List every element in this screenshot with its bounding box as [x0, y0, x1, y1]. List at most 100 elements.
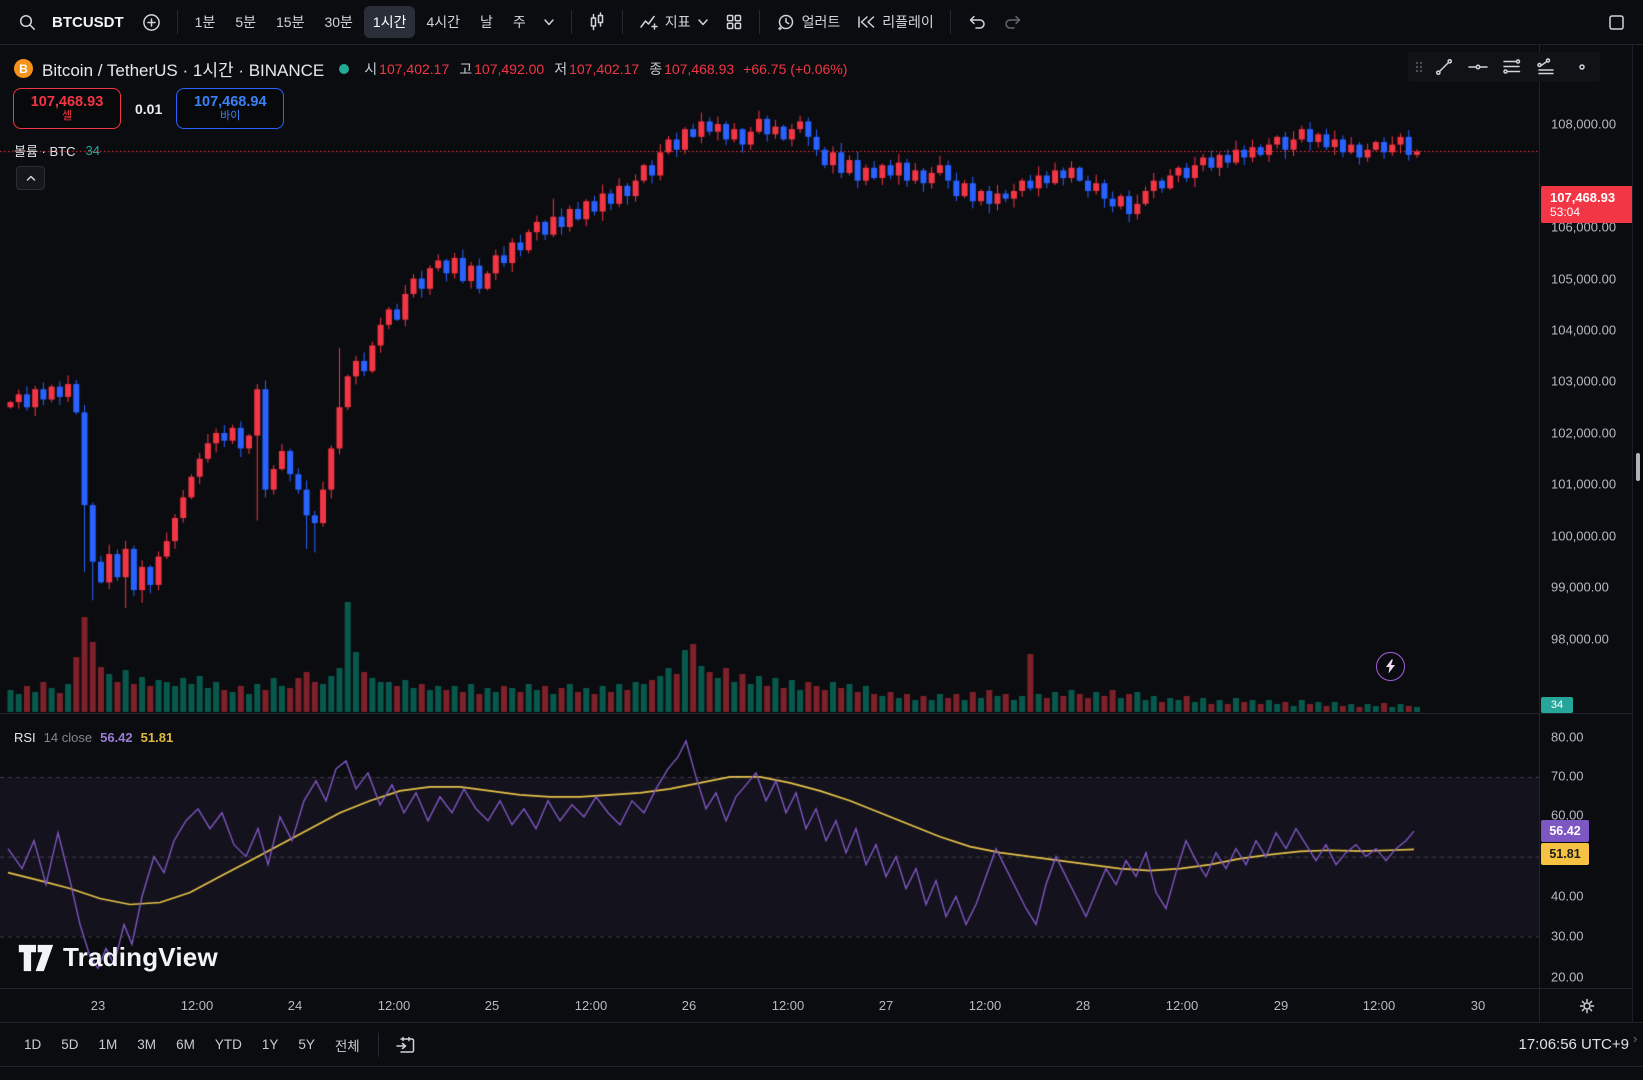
buy-button[interactable]: 107,468.94 바이 — [176, 88, 285, 129]
volume-label: 볼륨 · BTC — [14, 144, 76, 159]
compare-add-button[interactable] — [134, 8, 169, 37]
replay-icon — [858, 16, 875, 28]
rsi-axis-label: 20.00 — [1551, 969, 1584, 985]
rsi-legend[interactable]: RSI 14 close 56.42 51.81 — [14, 730, 173, 745]
timeframe-button[interactable]: 15분 — [276, 14, 305, 30]
right-scroll-strip[interactable] — [1632, 44, 1643, 1022]
toolbar-separator — [570, 10, 572, 34]
buy-label: 바이 — [220, 109, 241, 122]
chevron-up-icon — [26, 175, 35, 181]
volume-value: 34 — [85, 143, 100, 158]
redo-icon — [1004, 15, 1020, 29]
timeframe-button[interactable]: 4시간 — [426, 14, 461, 30]
price-axis-label: 104,000.00 — [1551, 322, 1617, 338]
ohlc-values: 시 107,402.17 고 107,492.00 저 107,402.17 종 107,46… — [364, 59, 734, 79]
volume-axis-label: 34 — [1541, 697, 1573, 713]
pane-divider[interactable] — [0, 713, 1632, 714]
symbol-title[interactable]: Bitcoin / TetherUS · 1시간 · BINANCE — [42, 61, 325, 80]
ohlc-key: 저 — [554, 60, 568, 77]
toolbar-separator — [176, 10, 178, 34]
rsi-value: 56.42 — [100, 730, 133, 745]
ohlc-value: 107,492.00 — [474, 60, 545, 77]
timeframe-button[interactable]: 5분 — [235, 14, 257, 30]
range-button[interactable]: YTD — [214, 1037, 242, 1052]
chart-canvas[interactable] — [0, 44, 1539, 988]
chevron-down-icon — [697, 19, 708, 26]
trend-line-icon — [1435, 58, 1453, 76]
change-value: +66.75 (+0.06%) — [743, 60, 848, 77]
timeframe-button[interactable]: 날 — [480, 14, 493, 30]
market-status-dot[interactable] — [339, 63, 350, 74]
bottom-toolbar: 1D 5D 1M 3M 6M YTD 1Y 5Y 전체 17:06:56 UTC+9 — [0, 1022, 1643, 1067]
trade-panel: 107,468.93 셀 0.01 107,468.94 바이 — [13, 88, 285, 129]
trend-line-tool-button[interactable] — [1429, 54, 1459, 80]
price-axis-label: 99,000.00 — [1551, 579, 1609, 595]
range-button[interactable]: 전체 — [334, 1038, 360, 1054]
bitcoin-icon: B — [14, 59, 33, 78]
range-button[interactable]: 1Y — [261, 1037, 279, 1052]
redo-button[interactable] — [995, 9, 1031, 35]
clock-timezone[interactable]: 17:06:56 UTC+9 — [1518, 1036, 1630, 1053]
plus-circle-icon — [142, 13, 160, 31]
ohlc-key: 종 — [649, 60, 663, 77]
symbol-search-button[interactable] — [10, 8, 44, 36]
range-button[interactable]: 5D — [61, 1037, 79, 1052]
range-button[interactable]: 3M — [137, 1037, 157, 1052]
time-axis[interactable]: 23 12:00 24 12:00 25 12:00 26 12:00 27 12:00 28 12:… — [0, 988, 1539, 1023]
range-button[interactable]: 6M — [176, 1037, 195, 1052]
volume-legend[interactable]: 볼륨 · BTC 34 — [14, 141, 100, 160]
tradingview-logo-icon — [18, 944, 54, 971]
chevron-down-icon — [544, 19, 554, 26]
circle-handle-icon — [1579, 64, 1585, 70]
range-button[interactable]: 1D — [24, 1037, 42, 1052]
extra-tool-button[interactable] — [1565, 54, 1595, 80]
timeframe-dropdown[interactable] — [535, 11, 563, 33]
alert-button[interactable]: 얼러트 — [768, 7, 849, 37]
replay-button[interactable]: 리플레이 — [848, 7, 942, 37]
time-axis-corner[interactable] — [1539, 988, 1633, 1023]
alert-label: 얼러트 — [801, 14, 841, 30]
timeframe-button[interactable]: 1분 — [194, 14, 216, 30]
range-button[interactable]: 1M — [98, 1037, 118, 1052]
price-axis-label: 98,000.00 — [1551, 631, 1609, 647]
buy-price: 107,468.94 — [193, 93, 267, 110]
toolbar-separator — [758, 10, 760, 34]
last-price-label: 107,468.93 53:04 — [1541, 186, 1638, 223]
layout-button[interactable] — [717, 8, 751, 36]
time-axis-label: 12:00 — [1165, 998, 1199, 1013]
time-axis-label: 28 — [1075, 998, 1091, 1013]
rsi-axis-label: 70.00 — [1551, 768, 1584, 784]
panel-expand-chevron[interactable]: › — [1633, 1031, 1638, 1046]
spread-value: 0.01 — [135, 100, 163, 117]
chart-style-button[interactable] — [580, 7, 614, 37]
price-axis-label: 103,000.00 — [1551, 373, 1617, 389]
ohlc-key: 고 — [459, 60, 473, 77]
symbol-name[interactable]: BTCUSDT — [52, 13, 124, 31]
grid-layout-icon — [726, 14, 741, 30]
symbol-header: B Bitcoin / TetherUS · 1시간 · BINANCE 시 10… — [14, 56, 847, 81]
timeframe-button[interactable]: 30분 — [324, 14, 353, 30]
drag-handle-icon[interactable] — [1413, 59, 1425, 75]
time-axis-label: 25 — [484, 998, 500, 1013]
calendar-goto-icon — [395, 1036, 414, 1053]
pitchfork-tool-button[interactable] — [1531, 54, 1561, 80]
timeframe-button[interactable]: 1시간 — [363, 6, 416, 38]
collapse-panel-button[interactable] — [16, 166, 45, 190]
time-axis-label: 12:00 — [771, 998, 805, 1013]
price-axis[interactable]: 107,468.93 53:04 34 56.42 51.81 108,000.… — [1539, 44, 1638, 988]
rsi-title: RSI — [14, 730, 36, 745]
timeframe-button[interactable]: 주 — [512, 14, 526, 30]
horizontal-line-tool-button[interactable] — [1463, 54, 1493, 80]
go-to-date-button[interactable] — [387, 1030, 423, 1060]
scrollbar-thumb[interactable] — [1636, 453, 1640, 481]
instant-order-button[interactable] — [1376, 652, 1405, 681]
indicators-button[interactable]: 지표 — [631, 7, 717, 37]
range-button[interactable]: 5Y — [298, 1037, 315, 1052]
undo-icon — [969, 15, 985, 29]
parallel-lines-tool-button[interactable] — [1497, 54, 1527, 80]
ohlc-value: 107,402.17 — [379, 60, 450, 77]
fullscreen-button[interactable] — [1600, 9, 1633, 36]
alarm-clock-plus-icon — [777, 14, 793, 31]
undo-button[interactable] — [959, 9, 995, 35]
sell-button[interactable]: 107,468.93 셀 — [13, 88, 121, 129]
